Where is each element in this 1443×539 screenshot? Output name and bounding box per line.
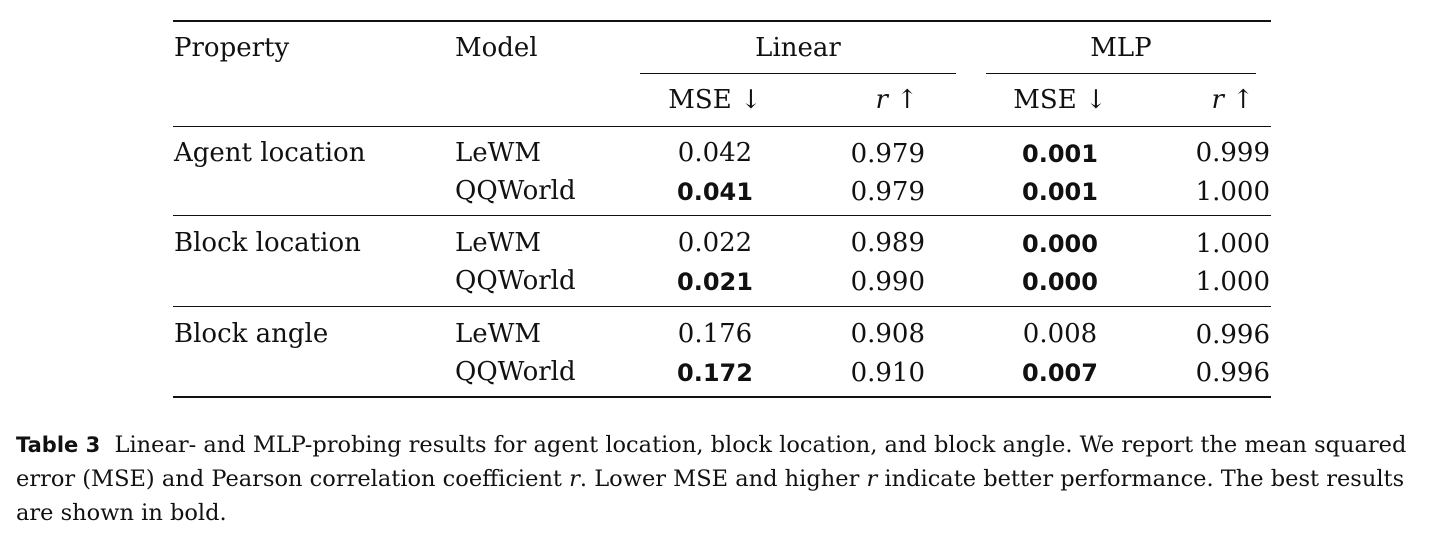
value-cell-lin-r: 0.979 bbox=[850, 177, 925, 207]
value-cell-mlp-mse: 0.001 bbox=[1022, 178, 1098, 206]
value-cell-lin-mse: 0.041 bbox=[677, 178, 753, 206]
caption-r-1: r bbox=[569, 466, 580, 492]
value-cell-mlp-mse: 0.001 bbox=[1022, 140, 1098, 168]
property-cell: Agent location bbox=[174, 138, 366, 168]
value-cell-lin-mse: 0.021 bbox=[677, 268, 753, 296]
value-cell-lin-r: 0.908 bbox=[850, 319, 925, 349]
value-cell-lin-mse: 0.022 bbox=[677, 228, 753, 258]
caption-text-1: Linear- and MLP-probing results for agen… bbox=[16, 432, 1407, 492]
model-cell: LeWM bbox=[455, 228, 541, 258]
value-cell-lin-r: 0.990 bbox=[850, 267, 925, 297]
value-cell-mlp-r: 1.000 bbox=[1195, 267, 1270, 297]
group-rule-2 bbox=[173, 306, 1271, 308]
value-cell-lin-r: 0.989 bbox=[850, 228, 925, 258]
header-linear-r: r ↑ bbox=[800, 85, 919, 115]
r-symbol: r bbox=[1211, 85, 1224, 115]
bottom-rule bbox=[173, 396, 1271, 398]
up-arrow: ↑ bbox=[896, 85, 918, 115]
value-cell-lin-r: 0.979 bbox=[850, 139, 925, 169]
up-arrow: ↑ bbox=[1232, 85, 1254, 115]
value-cell-lin-r: 0.910 bbox=[850, 358, 925, 388]
value-cell-lin-mse: 0.176 bbox=[677, 319, 753, 349]
caption-text-3: indicate better performance. The best re… bbox=[16, 466, 1405, 526]
table-caption: Table 3 Linear- and MLP-probing results … bbox=[16, 428, 1428, 530]
header-model: Model bbox=[455, 33, 538, 63]
value-cell-mlp-r: 0.999 bbox=[1195, 138, 1270, 168]
caption-text-2: . Lower MSE and higher bbox=[579, 466, 867, 492]
value-cell-lin-mse: 0.172 bbox=[677, 359, 753, 387]
group-rule-1 bbox=[173, 215, 1271, 217]
caption-r-2: r bbox=[866, 466, 878, 492]
linear-group-rule bbox=[640, 73, 956, 75]
value-cell-lin-mse: 0.042 bbox=[677, 138, 753, 168]
r-symbol: r bbox=[875, 85, 888, 115]
mlp-group-rule bbox=[986, 73, 1256, 75]
property-cell: Block location bbox=[174, 228, 361, 258]
model-cell: LeWM bbox=[455, 138, 541, 168]
value-cell-mlp-mse: 0.007 bbox=[1022, 359, 1098, 387]
model-cell: QQWorld bbox=[455, 357, 576, 387]
value-cell-mlp-mse: 0.000 bbox=[1022, 268, 1098, 296]
header-mlp: MLP bbox=[1090, 33, 1152, 63]
top-rule bbox=[173, 20, 1271, 22]
caption-label: Table 3 bbox=[16, 433, 101, 457]
property-cell: Block angle bbox=[174, 319, 329, 349]
value-cell-mlp-mse: 0.008 bbox=[1022, 319, 1098, 349]
model-cell: QQWorld bbox=[455, 176, 576, 206]
header-mlp-mse: MSE ↓ bbox=[1013, 85, 1107, 115]
header-rule bbox=[173, 126, 1271, 128]
value-cell-mlp-r: 1.000 bbox=[1195, 229, 1270, 259]
header-mlp-r: r ↑ bbox=[1130, 85, 1255, 115]
model-cell: LeWM bbox=[455, 319, 541, 349]
value-cell-mlp-r: 1.000 bbox=[1195, 177, 1270, 207]
header-linear-mse: MSE ↓ bbox=[668, 85, 762, 115]
value-cell-mlp-r: 0.996 bbox=[1195, 358, 1270, 388]
header-linear: Linear bbox=[755, 33, 841, 63]
value-cell-mlp-r: 0.996 bbox=[1195, 320, 1270, 350]
value-cell-mlp-mse: 0.000 bbox=[1022, 230, 1098, 258]
model-cell: QQWorld bbox=[455, 266, 576, 296]
header-property: Property bbox=[174, 33, 290, 63]
